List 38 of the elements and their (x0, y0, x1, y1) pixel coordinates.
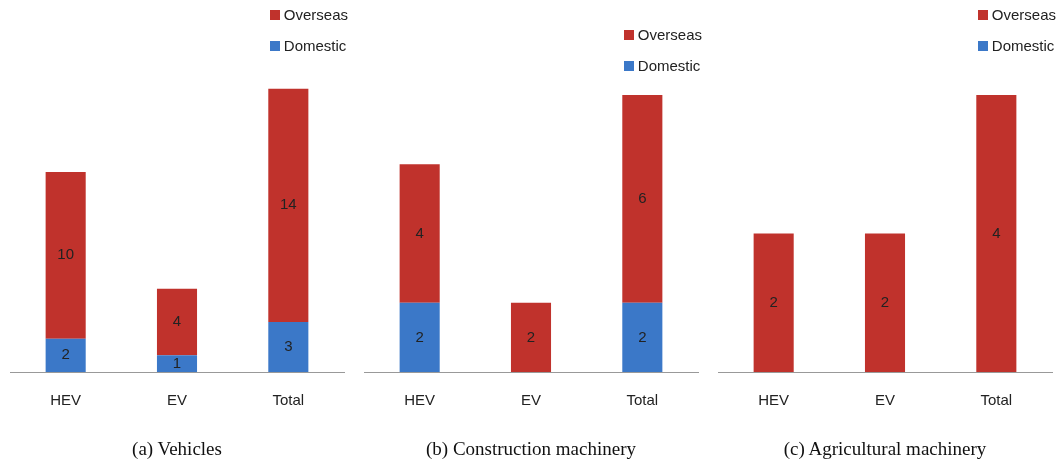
data-label: 14 (279, 195, 297, 213)
data-label: 4 (992, 223, 1001, 241)
data-label: 2 (415, 327, 424, 345)
legend-label: Domestic (283, 37, 347, 54)
bar (45, 338, 86, 372)
bar (156, 288, 198, 356)
legend-label: Overseas (283, 6, 348, 23)
legend-label: Overseas (991, 6, 1056, 23)
x-tick-label: EV (874, 391, 896, 409)
x-tick-label: Total (980, 391, 1013, 409)
x-tick-label: HEV (50, 391, 82, 409)
data-label: 2 (61, 345, 70, 363)
bar (268, 322, 309, 372)
legend-label: Domestic (637, 57, 701, 74)
x-axis-title: (b) Construction machinery (425, 438, 637, 460)
x-tick-label: Total (626, 391, 659, 409)
x-tick-label: HEV (758, 391, 790, 409)
data-label: 4 (172, 312, 182, 330)
data-label: 6 (638, 189, 647, 207)
bar (156, 355, 198, 372)
bar (45, 172, 86, 339)
legend-label: Overseas (637, 26, 702, 43)
data-label: 4 (415, 223, 424, 241)
x-tick-label: EV (166, 391, 188, 409)
x-axis-title: (c) Agricultural machinery (782, 438, 988, 460)
data-label: 10 (57, 245, 75, 263)
bar (268, 88, 309, 322)
data-label: 1 (172, 353, 182, 371)
data-label: 2 (880, 292, 890, 310)
x-tick-label: Total (272, 391, 305, 409)
legend-label: Domestic (991, 37, 1055, 54)
data-label: 3 (284, 337, 293, 355)
x-tick-label: HEV (404, 391, 436, 409)
data-label: 2 (769, 292, 778, 310)
data-label: 2 (526, 327, 536, 345)
data-label: 2 (638, 327, 647, 345)
x-axis-title: (a) Vehicles (131, 438, 223, 460)
x-tick-label: EV (520, 391, 542, 409)
